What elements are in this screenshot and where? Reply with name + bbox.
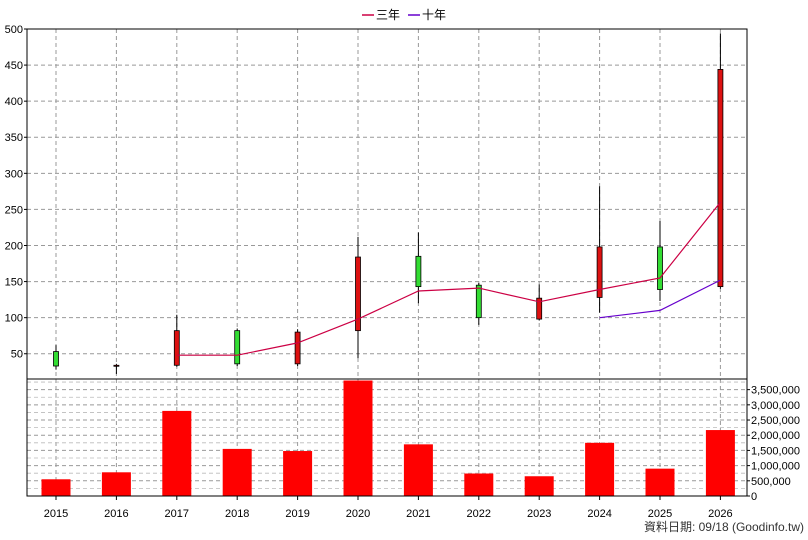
x-tick-label: 2021 xyxy=(406,508,430,520)
line-三年 xyxy=(176,201,721,356)
candle-body xyxy=(173,330,180,366)
candle-2015 xyxy=(53,345,59,370)
legend-entry: 三年 xyxy=(362,8,400,22)
candle-2024 xyxy=(596,186,603,313)
candle-2020 xyxy=(355,236,361,359)
candle-body xyxy=(657,246,663,290)
price-panel-frame xyxy=(26,28,748,380)
volume-bar-2019 xyxy=(283,451,313,496)
legend-entry: 十年 xyxy=(408,8,446,22)
price-tick-label: 150 xyxy=(5,277,23,289)
candle-body xyxy=(415,255,422,288)
candle-body xyxy=(294,331,301,365)
price-tick-label: 450 xyxy=(5,60,23,72)
candle-body xyxy=(475,284,482,319)
legend-label: 十年 xyxy=(422,8,446,22)
volume-tick-label: 3,000,000 xyxy=(751,400,800,412)
candle-2023 xyxy=(536,284,543,321)
x-tick-label: 2025 xyxy=(648,508,672,520)
candle-2026 xyxy=(717,33,724,289)
candle-2022 xyxy=(475,283,482,325)
candle-2016 xyxy=(113,363,120,374)
volume-panel-frame xyxy=(26,378,748,497)
price-tick-label: 300 xyxy=(5,168,23,180)
volume-bar-2025 xyxy=(645,468,675,496)
volume-bar-2024 xyxy=(585,442,615,496)
candle-body xyxy=(596,246,603,298)
candle-body xyxy=(536,297,543,320)
volume-bar-2026 xyxy=(705,430,735,496)
volume-bar-2023 xyxy=(524,476,554,496)
price-tick-label: 350 xyxy=(5,132,23,144)
candle-2018 xyxy=(234,328,241,367)
x-axis: 2015 2016 2017 2018 2019 2020 2021 2022 2023 2024… xyxy=(44,496,733,520)
legend-label: 三年 xyxy=(376,8,400,22)
volume-bar-2016 xyxy=(101,472,131,496)
x-tick-label: 2017 xyxy=(165,508,189,520)
candle-body xyxy=(717,69,724,288)
volume-bar-2017 xyxy=(162,410,192,496)
price-panel: 50 100 150 200 250 300 350 400 450 500 xyxy=(5,24,748,496)
volume-bar-2015 xyxy=(41,479,71,496)
price-tick-label: 200 xyxy=(5,240,23,252)
candle-2019 xyxy=(294,329,301,367)
candle-body xyxy=(53,351,59,367)
candle-2025 xyxy=(657,220,663,302)
x-tick-label: 2016 xyxy=(104,508,128,520)
volume-tick-label: 0 xyxy=(751,491,757,503)
candle-2021 xyxy=(415,232,422,304)
price-tick-label: 100 xyxy=(5,313,23,325)
price-tick-label: 500 xyxy=(5,24,23,36)
volume-bar-2022 xyxy=(464,473,494,496)
price-tick-label: 50 xyxy=(11,349,23,361)
volume-tick-label: 3,500,000 xyxy=(751,385,800,397)
x-tick-label: 2023 xyxy=(527,508,551,520)
x-tick-label: 2022 xyxy=(467,508,491,520)
x-tick-label: 2015 xyxy=(44,508,68,520)
volume-bar-2018 xyxy=(222,448,252,496)
price-tick-label: 250 xyxy=(5,204,23,216)
chart-legend: 三年 十年 xyxy=(362,8,446,22)
volume-tick-label: 2,500,000 xyxy=(751,415,800,427)
x-tick-label: 2024 xyxy=(587,508,611,520)
candle-body xyxy=(355,256,361,332)
x-tick-label: 2019 xyxy=(285,508,309,520)
candle-body xyxy=(113,364,120,367)
volume-bar-2021 xyxy=(403,444,433,496)
volume-tick-label: 1,500,000 xyxy=(751,445,800,457)
volume-tick-label: 2,000,000 xyxy=(751,430,800,442)
data-date-footer: 資料日期: 09/18 (Goodinfo.tw) xyxy=(644,520,804,534)
volume-tick-label: 500,000 xyxy=(751,476,791,488)
line-十年 xyxy=(599,279,721,319)
volume-panel: 0 500,000 1,000,000 1,500,000 2,000,000 2,500… xyxy=(26,378,800,503)
x-tick-label: 2026 xyxy=(708,508,732,520)
x-tick-label: 2020 xyxy=(346,508,370,520)
price-tick-label: 400 xyxy=(5,96,23,108)
volume-tick-label: 1,000,000 xyxy=(751,461,800,473)
candle-body xyxy=(234,330,241,365)
candle-2017 xyxy=(173,314,180,367)
volume-bar-2020 xyxy=(343,380,373,496)
x-tick-label: 2018 xyxy=(225,508,249,520)
